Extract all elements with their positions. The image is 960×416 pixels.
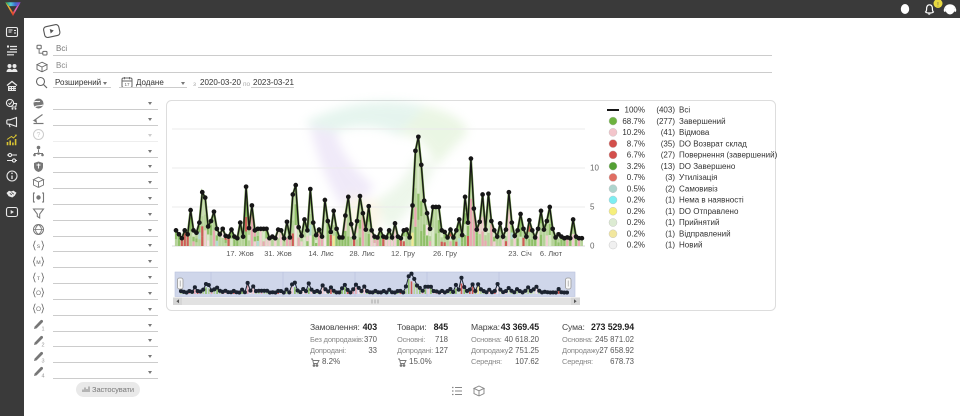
svg-text:(1): (1) [665, 207, 675, 216]
svg-text:14. Лис: 14. Лис [308, 249, 334, 258]
svg-text:Утилізація: Утилізація [679, 173, 717, 182]
svg-text:(1): (1) [665, 241, 675, 250]
svg-text:Самовивіз: Самовивіз [679, 184, 718, 193]
svg-text:8.7%: 8.7% [627, 139, 645, 148]
svg-text:(1): (1) [665, 218, 675, 227]
svg-text:(27): (27) [661, 151, 676, 160]
svg-text:68.7%: 68.7% [622, 117, 645, 126]
svg-text:0: 0 [590, 242, 595, 251]
svg-text:2: 2 [41, 342, 44, 348]
svg-text:(3): (3) [665, 173, 675, 182]
svg-text:0.5%: 0.5% [627, 184, 645, 193]
svg-text:DO Завершено: DO Завершено [679, 162, 736, 171]
svg-text:(1): (1) [665, 230, 675, 239]
svg-text:0.2%: 0.2% [627, 230, 645, 239]
svg-text:12. Гру: 12. Гру [391, 249, 415, 258]
svg-text:28. Лис: 28. Лис [349, 249, 375, 258]
svg-text:3.2%: 3.2% [627, 162, 645, 171]
svg-text:0.2%: 0.2% [627, 218, 645, 227]
svg-text:(403): (403) [656, 106, 675, 115]
svg-text:0.2%: 0.2% [627, 241, 645, 250]
svg-text:О: О [36, 290, 41, 297]
svg-text:Новий: Новий [679, 241, 702, 250]
svg-text:О: О [36, 306, 41, 313]
svg-text:DO Возврат склад: DO Возврат склад [679, 139, 747, 148]
svg-text:26. Гру: 26. Гру [433, 249, 457, 258]
svg-text:(2): (2) [665, 184, 675, 193]
svg-text:т: т [37, 275, 40, 282]
svg-text:0.7%: 0.7% [627, 173, 645, 182]
svg-text:17. Жов: 17. Жов [226, 249, 254, 258]
svg-text:(13): (13) [661, 162, 676, 171]
svg-text:DO Отправлено: DO Отправлено [679, 207, 739, 216]
svg-text:(1): (1) [665, 196, 675, 205]
svg-text:100%: 100% [625, 106, 645, 115]
svg-text:3: 3 [41, 358, 44, 364]
svg-text:Повернення (завершений): Повернення (завершений) [679, 151, 778, 160]
svg-text:Нема в наявності: Нема в наявності [679, 196, 744, 205]
svg-text:31. Жов: 31. Жов [264, 249, 292, 258]
svg-text:Відправлений: Відправлений [679, 230, 731, 239]
svg-text:23. Січ: 23. Січ [508, 249, 532, 258]
svg-text:s: s [37, 243, 41, 250]
svg-text:4: 4 [41, 374, 44, 380]
svg-text:Всі: Всі [679, 106, 690, 115]
svg-text:(41): (41) [661, 128, 676, 137]
svg-text:6.7%: 6.7% [627, 151, 645, 160]
svg-text:10: 10 [590, 164, 599, 173]
svg-text:Прийнятий: Прийнятий [679, 218, 720, 227]
svg-text:0.2%: 0.2% [627, 196, 645, 205]
svg-text:!: ! [937, 2, 939, 8]
svg-text:6. Лют: 6. Лют [540, 249, 563, 258]
svg-text:(277): (277) [656, 117, 675, 126]
svg-text:(35): (35) [661, 139, 676, 148]
svg-text:м: м [36, 259, 41, 266]
svg-text:Завершений: Завершений [679, 117, 726, 126]
svg-text:5: 5 [590, 203, 595, 212]
svg-text:?: ? [37, 132, 41, 139]
svg-text:10.2%: 10.2% [622, 128, 645, 137]
svg-text:17: 17 [124, 82, 130, 87]
svg-text:Відмова: Відмова [679, 128, 710, 137]
svg-text:0.2%: 0.2% [627, 207, 645, 216]
svg-text:1: 1 [41, 327, 44, 333]
